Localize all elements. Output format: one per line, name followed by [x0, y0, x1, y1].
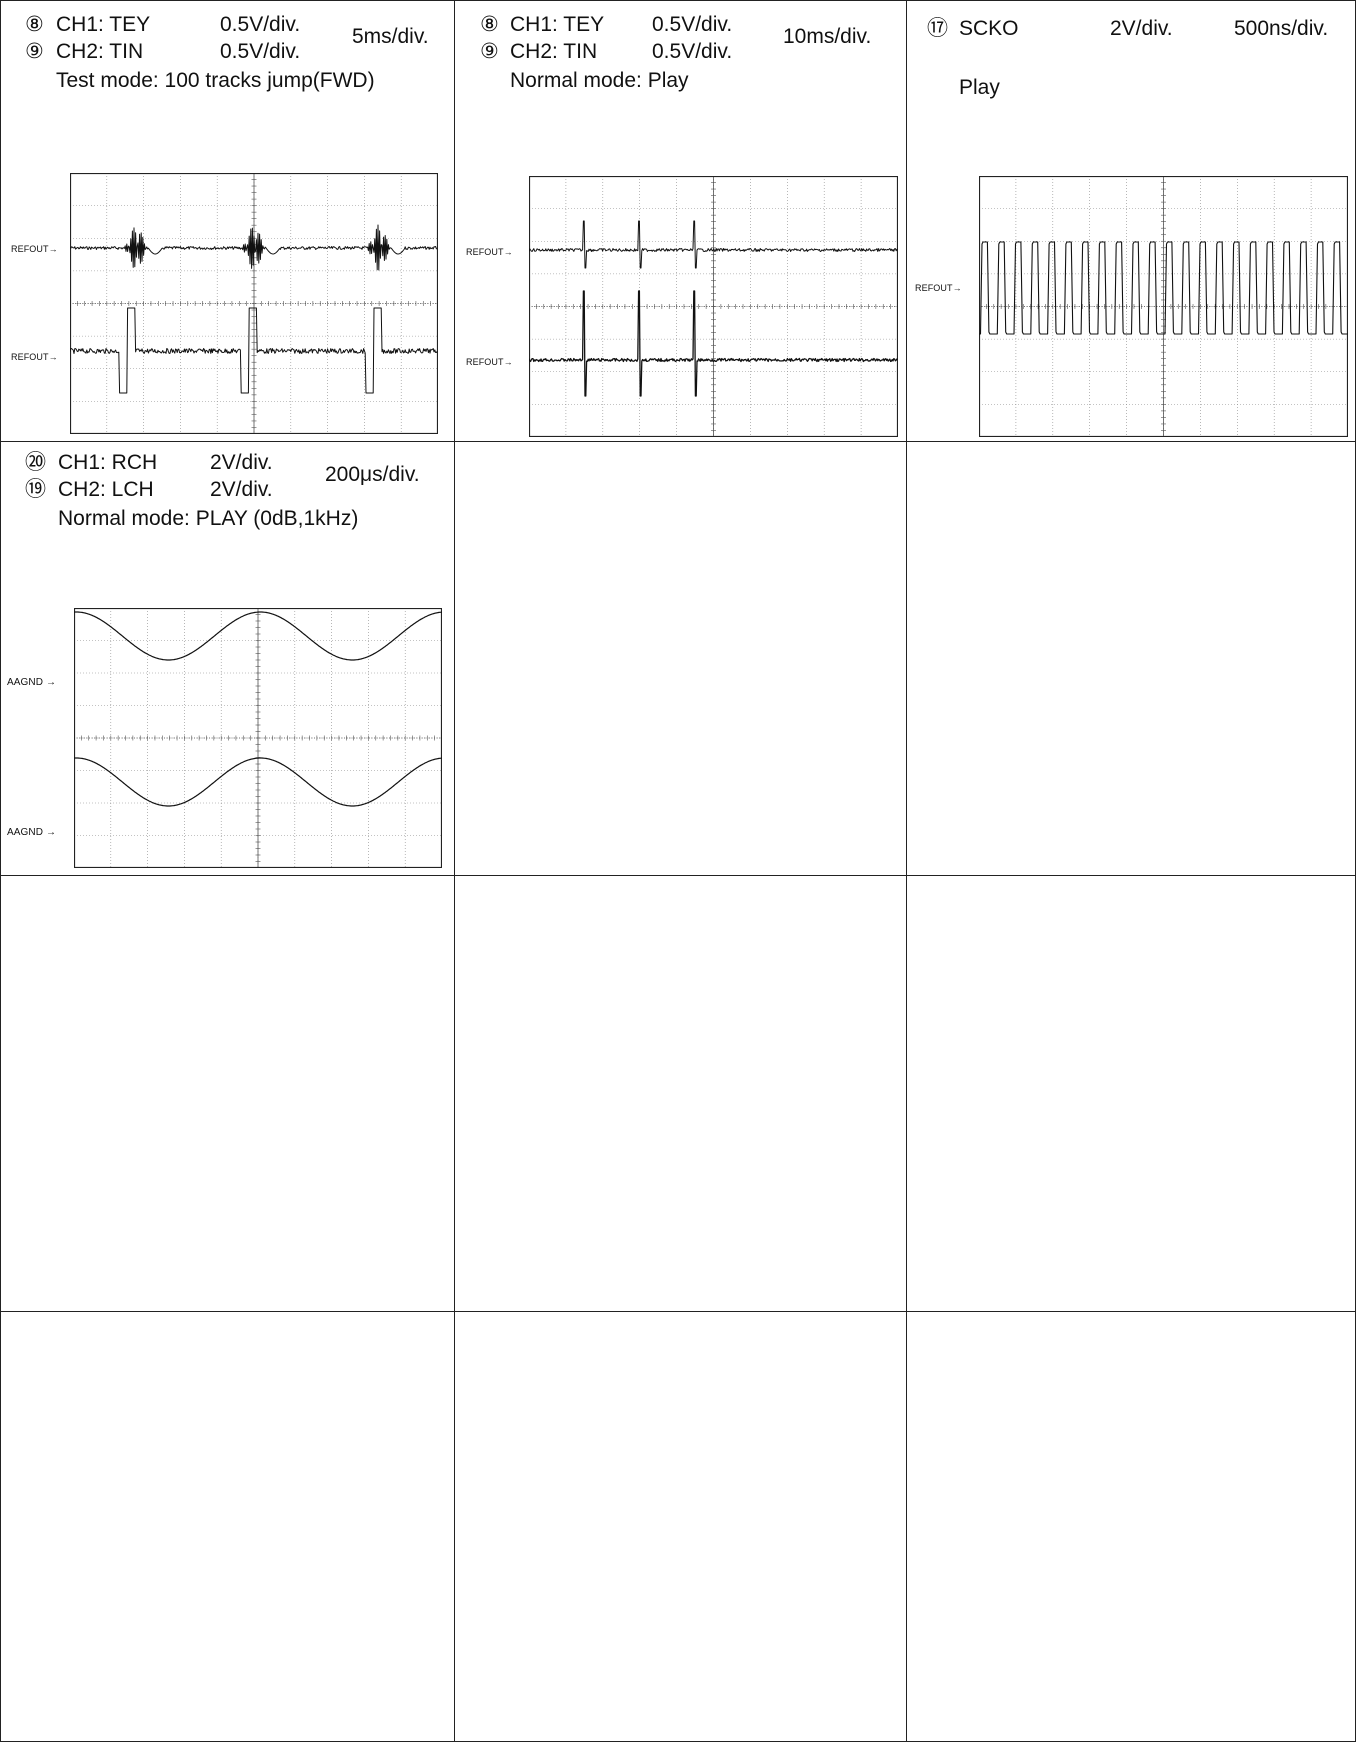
- channel-label: CH1: TEY: [510, 13, 605, 36]
- table-row-divider: [0, 875, 1356, 876]
- channel-marker: ⑧: [480, 13, 499, 36]
- scope-frame: [529, 176, 898, 437]
- oscilloscope-screen: [70, 173, 438, 434]
- table-border-left: [0, 0, 1, 1742]
- oscilloscope-screen: [529, 176, 898, 437]
- volts-per-div: 0.5V/div.: [220, 13, 301, 36]
- channel-label: CH2: LCH: [58, 478, 154, 501]
- table-border-top: [0, 0, 1356, 1]
- mode-label: Test mode: 100 tracks jump(FWD): [56, 69, 375, 92]
- ch2-trace: [70, 307, 438, 394]
- channel-label: CH2: TIN: [510, 40, 598, 63]
- scko-trace: [979, 241, 1348, 335]
- scope-frame: [979, 176, 1348, 437]
- table-col-divider: [906, 0, 907, 1742]
- volts-per-div: 0.5V/div.: [652, 13, 733, 36]
- volts-per-div: 0.5V/div.: [220, 40, 301, 63]
- oscilloscope-screen: [74, 608, 442, 868]
- lch-trace: [74, 757, 442, 807]
- scope-grid: [74, 608, 442, 868]
- oscilloscope-screen: [979, 176, 1348, 437]
- scope-grid: [529, 176, 898, 437]
- ch1-trace: [529, 220, 898, 269]
- channel-label: CH1: RCH: [58, 451, 158, 474]
- channel-marker: ⑨: [480, 40, 499, 63]
- scope-frame: [70, 173, 438, 434]
- channel-marker: ⑲: [25, 478, 46, 501]
- panel-scko: ⑰ SCKO 2V/div. 500ns/div. Play REFOUT→: [907, 0, 1355, 441]
- ref-tag: REFOUT→: [466, 247, 513, 257]
- volts-per-div: 0.5V/div.: [652, 40, 733, 63]
- ref-tag: REFOUT→: [11, 244, 58, 254]
- ch1-trace: [70, 224, 438, 271]
- table-col-divider: [454, 0, 455, 1742]
- volts-per-div: 2V/div.: [1110, 17, 1173, 40]
- ref-tag: REFOUT→: [11, 352, 58, 362]
- scope-frame: [74, 608, 442, 868]
- timebase-label: 5ms/div.: [352, 25, 429, 48]
- channel-label: SCKO: [959, 17, 1019, 40]
- mode-label: Normal mode: Play: [510, 69, 689, 92]
- table-row-divider: [0, 1311, 1356, 1312]
- timebase-label: 10ms/div.: [783, 25, 872, 48]
- volts-per-div: 2V/div.: [210, 478, 273, 501]
- mode-label: Play: [959, 76, 1000, 99]
- timebase-label: 500ns/div.: [1234, 17, 1329, 40]
- ref-tag: REFOUT→: [466, 357, 513, 367]
- panel-tracks-jump: ⑧ CH1: TEY 0.5V/div. ⑨ CH2: TIN 0.5V/div…: [0, 0, 454, 441]
- channel-marker: ⑨: [25, 40, 44, 63]
- panel-normal-play: ⑧ CH1: TEY 0.5V/div. ⑨ CH2: TIN 0.5V/div…: [455, 0, 906, 441]
- ch2-trace: [529, 290, 898, 397]
- mode-label: Normal mode: PLAY (0dB,1kHz): [58, 507, 359, 530]
- timebase-label: 200μs/div.: [325, 463, 420, 486]
- table-row-divider: [0, 441, 1356, 442]
- ref-tag: AAGND →: [7, 677, 57, 688]
- volts-per-div: 2V/div.: [210, 451, 273, 474]
- ref-tag: REFOUT→: [915, 283, 962, 293]
- scope-grid: [979, 176, 1348, 437]
- channel-marker: ⑳: [25, 451, 46, 474]
- channel-marker: ⑰: [927, 17, 948, 40]
- ref-tag: AAGND →: [7, 827, 57, 838]
- scope-grid: [70, 173, 438, 434]
- channel-label: CH1: TEY: [56, 13, 151, 36]
- panel-audio-play: ⑳ CH1: RCH 2V/div. ⑲ CH2: LCH 2V/div. 20…: [0, 442, 454, 875]
- rch-trace: [74, 611, 442, 661]
- channel-marker: ⑧: [25, 13, 44, 36]
- channel-label: CH2: TIN: [56, 40, 144, 63]
